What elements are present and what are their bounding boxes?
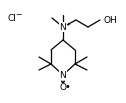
Text: +: + — [65, 22, 71, 26]
Text: Cl: Cl — [8, 13, 16, 22]
Text: OH: OH — [103, 15, 117, 25]
Text: N: N — [60, 22, 66, 32]
Text: O: O — [59, 84, 67, 92]
Text: N: N — [60, 70, 66, 80]
Text: •: • — [65, 81, 70, 91]
Text: −: − — [15, 11, 21, 19]
